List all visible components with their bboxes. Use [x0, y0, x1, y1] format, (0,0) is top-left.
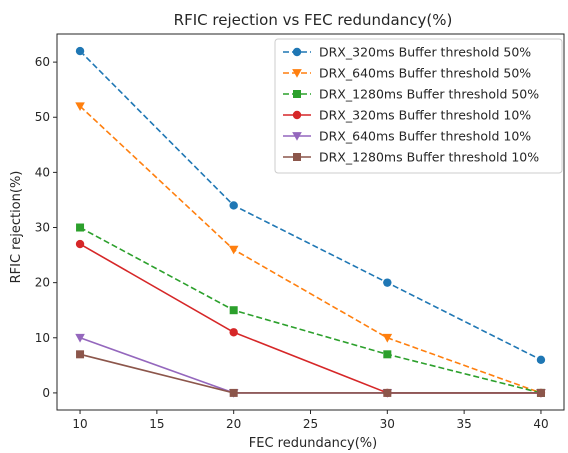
legend-label: DRX_1280ms Buffer threshold 50% [319, 87, 539, 102]
data-point [76, 350, 85, 359]
legend-box [274, 38, 563, 174]
data-point [383, 278, 392, 287]
data-point [76, 223, 85, 232]
y-tick-label: 10 [35, 331, 50, 345]
chart-title: RFIC rejection vs FEC redundancy(%) [174, 11, 453, 29]
legend-marker [292, 47, 302, 57]
legend-marker [293, 90, 301, 98]
y-tick-label: 40 [35, 165, 50, 179]
y-tick-label: 20 [35, 276, 50, 290]
legend-item: DRX_640ms Buffer threshold 10% [283, 129, 531, 144]
legend-item: DRX_320ms Buffer threshold 10% [283, 108, 531, 123]
x-tick-label: 40 [533, 417, 548, 431]
data-point [536, 355, 546, 365]
legend-label: DRX_1280ms Buffer threshold 10% [319, 150, 539, 165]
legend-label: DRX_640ms Buffer threshold 50% [319, 66, 531, 81]
series-line [79, 105, 542, 394]
y-tick-label: 30 [35, 221, 50, 235]
data-point [75, 102, 85, 112]
series-1 [75, 46, 546, 365]
x-tick-label: 20 [226, 417, 241, 431]
y-tick-label: 60 [35, 55, 50, 69]
series-line [79, 243, 541, 394]
data-point [383, 350, 392, 359]
data-point [228, 245, 239, 255]
legend-marker [292, 69, 302, 78]
data-point [229, 388, 238, 397]
y-tick-label: 50 [35, 110, 50, 124]
y-tick-label: 0 [42, 386, 50, 400]
legend-item: DRX_320ms Buffer threshold 50% [283, 45, 531, 60]
series-line [79, 50, 542, 361]
data-point [229, 201, 238, 210]
legend-marker [292, 110, 302, 120]
data-point [75, 46, 85, 56]
legend-item: DRX_1280ms Buffer threshold 50% [283, 87, 539, 102]
legend-label: DRX_320ms Buffer threshold 50% [319, 45, 531, 60]
legend: DRX_320ms Buffer threshold 50% DRX_640ms … [274, 38, 563, 174]
x-axis-label: FEC redundancy(%) [249, 436, 377, 451]
x-tick-label: 25 [303, 417, 318, 431]
legend-label: DRX_640ms Buffer threshold 10% [319, 129, 531, 144]
series-line [79, 226, 542, 394]
legend-marker [292, 132, 302, 141]
y-axis-label: RFIC rejection(%) [9, 171, 24, 284]
data-point [229, 328, 238, 337]
data-point [75, 333, 85, 343]
data-point [383, 388, 392, 397]
data-point [229, 306, 238, 315]
series-line [79, 353, 541, 394]
data-point [536, 388, 545, 397]
plot-area: 10 15 20 25 30 35 40 0 10 20 30 40 50 60 [35, 33, 565, 431]
x-tick-label: 15 [149, 417, 164, 431]
legend-label: DRX_320ms Buffer threshold 10% [319, 108, 531, 123]
x-tick-label: 35 [456, 417, 471, 431]
legend-item: DRX_1280ms Buffer threshold 10% [283, 150, 539, 165]
series-5 [75, 333, 546, 398]
x-tick-label: 10 [72, 417, 87, 431]
legend-item: DRX_640ms Buffer threshold 50% [283, 66, 531, 81]
series-6 [76, 350, 545, 397]
series-line [79, 337, 541, 394]
x-tick-label: 30 [380, 417, 395, 431]
data-point [75, 239, 85, 249]
data-point [382, 333, 393, 343]
legend-marker [293, 153, 301, 161]
